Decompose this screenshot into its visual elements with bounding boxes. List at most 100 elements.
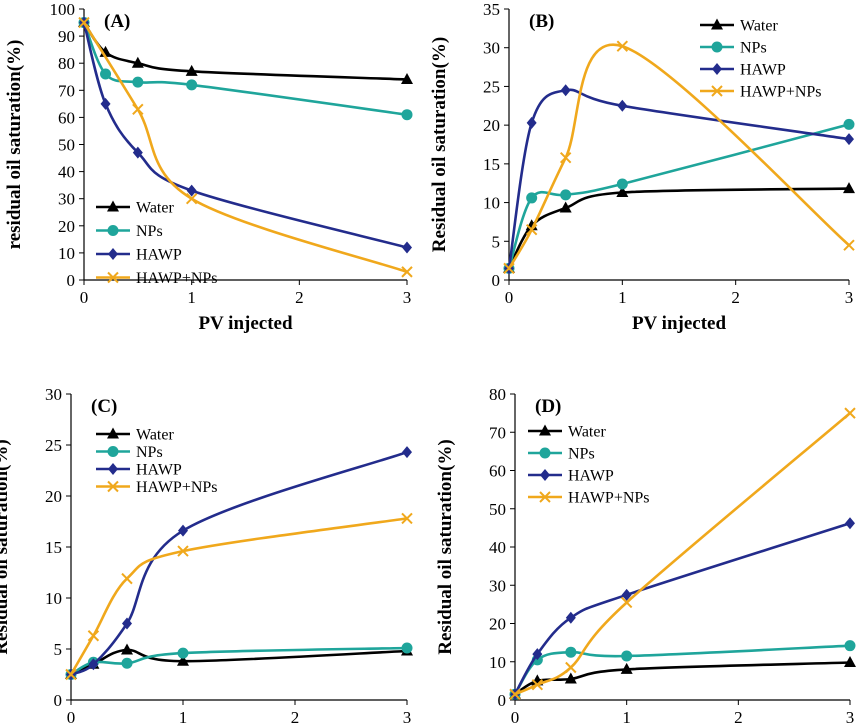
- legend-label: NPs: [136, 223, 163, 240]
- x-tick-label: 2: [295, 288, 304, 307]
- data-point: [78, 16, 90, 29]
- data-point: [525, 223, 538, 236]
- y-tick-label: 60: [58, 108, 75, 127]
- x-tick-label: 2: [731, 288, 740, 307]
- series-line: [82, 22, 408, 116]
- data-point: [564, 672, 577, 684]
- x-tick-label: 2: [291, 708, 300, 725]
- y-axis-label: residual oil saturation(%): [4, 40, 25, 250]
- legend-label: HAWP: [136, 462, 182, 479]
- legend-label: Water: [740, 18, 778, 35]
- legend-label: NPs: [568, 446, 595, 463]
- data-point: [565, 661, 577, 674]
- data-point: [121, 657, 133, 669]
- data-point: [843, 118, 855, 130]
- series-line: [82, 22, 408, 249]
- series-line: [507, 43, 850, 270]
- legend-label: HAWP: [136, 247, 182, 264]
- data-point: [560, 84, 571, 97]
- series-line: [82, 21, 408, 81]
- y-tick-label: 5: [54, 640, 63, 659]
- panel-title: (D): [535, 396, 561, 417]
- y-tick-label: 80: [58, 54, 75, 73]
- legend-marker: [711, 18, 723, 30]
- x-tick-label: 1: [179, 708, 188, 725]
- legend-marker: [107, 427, 119, 439]
- series-hawp: [66, 446, 412, 681]
- data-point: [402, 241, 412, 254]
- legend-label: HAWP+NPs: [136, 479, 218, 496]
- y-tick-label: 20: [489, 615, 506, 634]
- y-tick-label: 30: [45, 385, 62, 404]
- y-tick-label: 20: [58, 217, 75, 236]
- data-point: [401, 266, 413, 278]
- legend-marker: [711, 41, 723, 53]
- data-point: [401, 642, 413, 654]
- y-tick-label: 25: [483, 77, 500, 96]
- data-point: [132, 146, 143, 159]
- legend-marker: [539, 447, 551, 459]
- data-point: [621, 650, 633, 662]
- data-point: [186, 79, 198, 91]
- data-point: [559, 201, 572, 213]
- legend-marker: [107, 480, 119, 493]
- legend-label: Water: [136, 427, 174, 444]
- data-point: [87, 630, 100, 642]
- y-tick-label: 10: [489, 653, 506, 672]
- y-tick-label: 0: [67, 271, 76, 290]
- y-tick-label: 30: [489, 576, 506, 595]
- x-tick-label: 3: [403, 708, 412, 725]
- legend-marker: [712, 63, 722, 75]
- legend-label: Water: [568, 424, 606, 441]
- panel-title: (B): [529, 11, 554, 32]
- data-point: [121, 572, 133, 585]
- data-point: [559, 151, 572, 164]
- series-hawp-nps: [65, 512, 413, 681]
- x-tick-label: 3: [403, 288, 412, 307]
- data-point: [100, 97, 111, 110]
- data-point: [565, 611, 576, 624]
- legend-marker: [107, 446, 119, 457]
- x-tick-label: 0: [505, 288, 514, 307]
- y-tick-label: 100: [50, 0, 76, 19]
- y-tick-label: 80: [489, 385, 506, 404]
- data-point: [844, 640, 856, 652]
- series-line: [507, 187, 850, 270]
- data-point: [509, 688, 521, 700]
- series-nps: [65, 642, 413, 680]
- data-point: [177, 545, 189, 557]
- legend-marker: [108, 248, 118, 260]
- data-point: [526, 116, 537, 129]
- series-hawp: [79, 16, 412, 254]
- data-point: [177, 647, 189, 659]
- series-hawp-nps: [503, 40, 855, 275]
- data-point: [177, 654, 189, 666]
- panel-title: (C): [91, 396, 117, 417]
- series-line: [513, 644, 851, 695]
- data-point: [131, 56, 144, 68]
- series-hawp: [504, 84, 854, 275]
- legend-label: Water: [136, 200, 174, 217]
- data-point: [503, 262, 515, 275]
- legend-label: HAWP+NPs: [568, 490, 650, 507]
- series-line: [507, 88, 850, 269]
- data-point: [616, 186, 629, 198]
- y-tick-label: 20: [45, 487, 62, 506]
- legend-label: NPs: [136, 444, 163, 461]
- data-point: [843, 182, 855, 194]
- x-tick-label: 2: [734, 708, 743, 725]
- y-axis-label: Residual oil saturation(%): [429, 37, 450, 252]
- y-tick-label: 70: [58, 81, 75, 100]
- data-point: [178, 524, 188, 537]
- data-point: [620, 662, 633, 674]
- y-tick-label: 15: [45, 538, 62, 557]
- legend-marker: [107, 200, 119, 212]
- legend-label: HAWP+NPs: [740, 84, 822, 101]
- data-point: [843, 239, 855, 251]
- legend-label: HAWP: [740, 62, 786, 79]
- legend-marker: [107, 271, 119, 284]
- y-tick-label: 0: [492, 271, 501, 290]
